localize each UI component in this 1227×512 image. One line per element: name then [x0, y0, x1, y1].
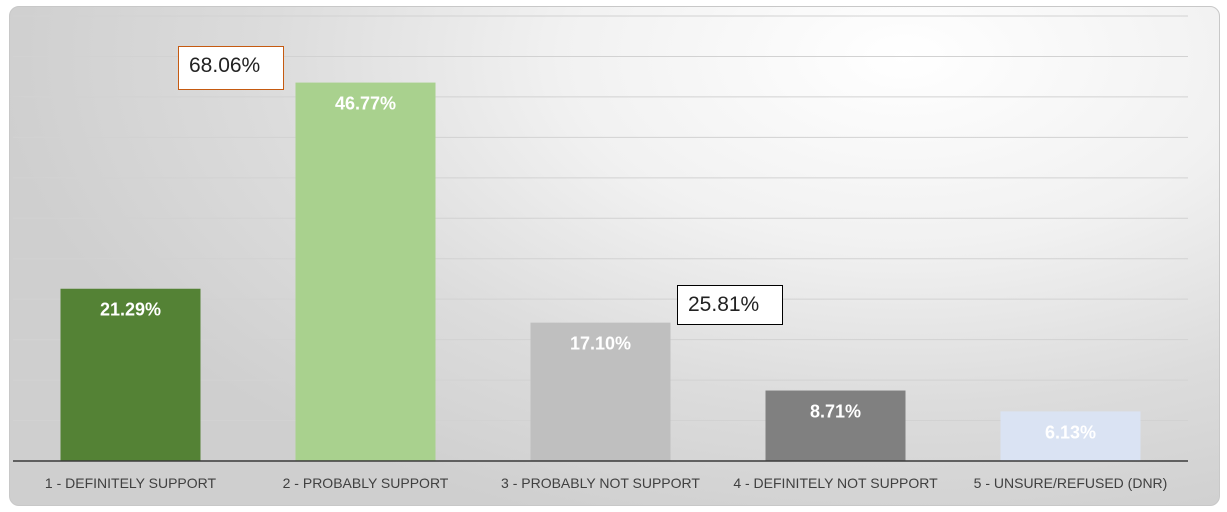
data-label-2: 46.77%: [335, 94, 396, 114]
data-label-3: 17.10%: [570, 334, 631, 354]
bar-2: [295, 82, 436, 461]
bar-4: [765, 390, 906, 461]
category-label-2: 2 - PROBABLY SUPPORT: [283, 475, 449, 491]
category-label-4: 4 - DEFINITELY NOT SUPPORT: [733, 475, 938, 491]
category-label-5: 5 - UNSURE/REFUSED (DNR): [974, 475, 1168, 491]
category-label-3: 3 - PROBABLY NOT SUPPORT: [501, 475, 700, 491]
bar-5: [1000, 411, 1141, 461]
data-label-4: 8.71%: [810, 402, 861, 422]
oppose-total-callout: 25.81%: [677, 285, 783, 325]
data-label-5: 6.13%: [1045, 422, 1096, 442]
support-total-callout: 68.06%: [178, 46, 284, 90]
bar-1: [60, 288, 201, 461]
category-label-1: 1 - DEFINITELY SUPPORT: [45, 475, 217, 491]
data-label-1: 21.29%: [100, 300, 161, 320]
bar-3: [530, 322, 671, 461]
bar-chart: 21.29% 1 - DEFINITELY SUPPORT 46.77% 2 - PR…: [13, 15, 1188, 491]
chart-panel: 21.29% 1 - DEFINITELY SUPPORT 46.77% 2 - PR…: [9, 6, 1220, 506]
